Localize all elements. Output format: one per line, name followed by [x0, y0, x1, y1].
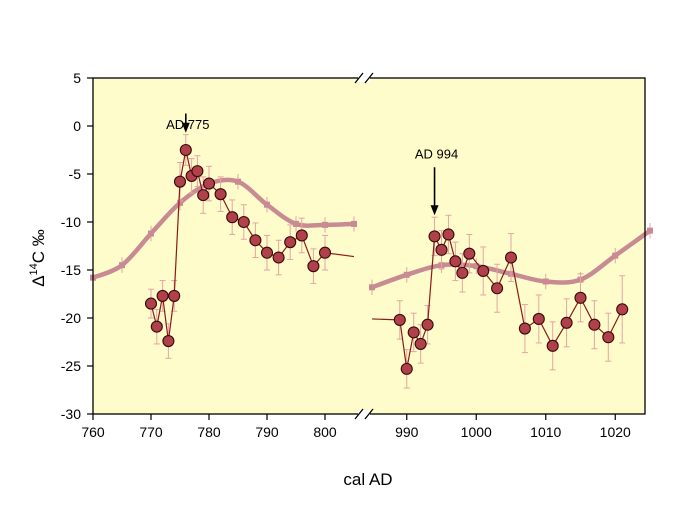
data-point [414, 337, 427, 350]
model-point [264, 201, 270, 208]
data-point [249, 234, 262, 247]
data-point [307, 260, 320, 273]
data-point [428, 230, 441, 243]
data-point [284, 236, 297, 249]
data-point [318, 246, 332, 259]
model-point [293, 220, 299, 227]
model-point [542, 278, 549, 285]
data-point [463, 247, 476, 260]
data-point [202, 177, 216, 190]
y-axis-title: Δ14C ‰ [28, 229, 48, 287]
data-point [237, 215, 250, 229]
y-axis-title-rest: C ‰ [29, 229, 48, 263]
y-tick-label: -30 [61, 406, 81, 422]
model-point [647, 227, 653, 234]
x-tick-label: 1020 [600, 424, 631, 440]
data-point [168, 289, 181, 302]
data-point [144, 297, 158, 310]
y-tick-label: 5 [73, 70, 81, 86]
model-point [177, 199, 183, 206]
data-point [150, 320, 163, 333]
data-point [435, 243, 448, 256]
y-tick-label: -5 [69, 166, 82, 182]
x-tick-label: 1000 [461, 424, 492, 440]
axis-break-gap [358, 74, 370, 82]
data-point [400, 362, 413, 375]
axis-break-gap [358, 410, 370, 418]
axis-break-mark [364, 408, 374, 420]
data-point [518, 322, 531, 335]
axis-break-mark [354, 408, 364, 420]
model-point [369, 284, 375, 291]
model-point [148, 230, 154, 237]
model-point [322, 221, 328, 228]
y-axis-title-superscript: 14 [28, 263, 40, 275]
x-axis-title: cal AD [343, 470, 392, 489]
y-tick-label: -25 [61, 358, 81, 374]
data-point [156, 289, 169, 302]
data-point [393, 313, 406, 326]
data-point [477, 264, 490, 278]
data-point [407, 326, 420, 339]
point-layer [144, 143, 629, 375]
data-point [421, 318, 434, 331]
model-point [119, 262, 125, 269]
annotation-label: AD 994 [415, 147, 458, 162]
data-point [574, 291, 587, 304]
data-point [197, 189, 210, 202]
data-point [214, 188, 227, 201]
data-point [560, 316, 573, 329]
data-point [449, 255, 462, 268]
x-tick-label: 760 [81, 424, 105, 440]
data-point [179, 143, 192, 157]
data-point [162, 334, 175, 348]
model-curve-left [90, 177, 357, 280]
x-tick-label: 770 [139, 424, 163, 440]
data-line-left [150, 149, 355, 342]
y-tick-label: 0 [73, 118, 81, 134]
data-point [260, 246, 274, 259]
data-point [456, 266, 469, 279]
data-point [226, 211, 239, 224]
data-point [491, 282, 504, 295]
y-tick-label: -10 [61, 214, 81, 230]
axis-break-mark [354, 72, 364, 84]
axes-layer: 760 770 780 790 800 990 1000 1010 1020 5 0 -5 -10 -15… [61, 70, 646, 440]
data-point [191, 165, 204, 178]
x-tick-label: 990 [395, 424, 419, 440]
data-point [272, 251, 285, 264]
data-point [616, 303, 629, 316]
data-point [442, 228, 455, 241]
data-point [173, 175, 187, 188]
data-point [504, 251, 518, 264]
y-tick-label: -15 [61, 262, 81, 278]
axis-break-mark [364, 72, 374, 84]
model-point [235, 178, 241, 185]
model-point [612, 252, 619, 259]
model-point [403, 271, 410, 278]
annotation-arrow-head [181, 122, 190, 133]
y-axis-title-delta: Δ [29, 275, 48, 286]
data-point [532, 312, 545, 326]
x-tick-label: 790 [255, 424, 279, 440]
x-tick-label: 1010 [530, 424, 561, 440]
data-point [546, 339, 559, 352]
annotation-arrow-head [430, 205, 439, 216]
y-tick-label: -20 [61, 310, 81, 326]
x-tick-label: 780 [197, 424, 221, 440]
data-point [588, 318, 601, 331]
x-tick-label: 800 [313, 424, 337, 440]
data-point [602, 331, 615, 344]
data-point [295, 229, 308, 242]
model-point [473, 263, 480, 270]
model-point [351, 220, 357, 227]
